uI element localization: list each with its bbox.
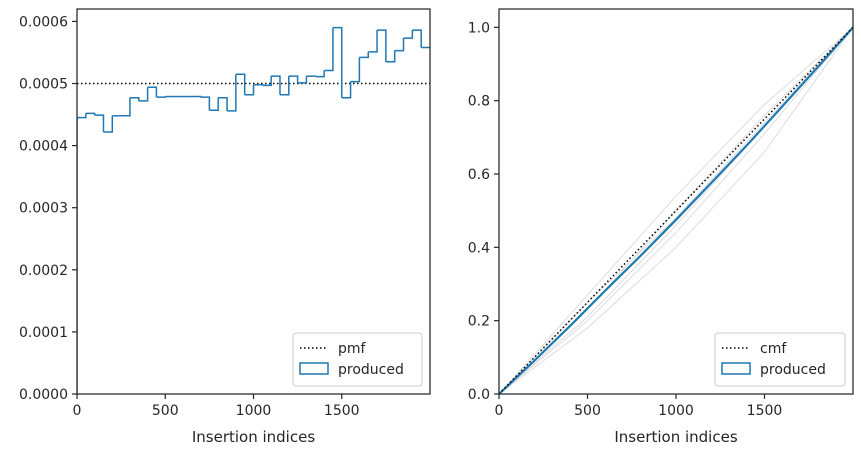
x-tick-label: 500 — [574, 403, 601, 419]
histogram-bar — [103, 115, 114, 133]
histogram-bar — [297, 76, 308, 84]
y-tick-label: 0.0006 — [19, 14, 68, 30]
histogram-bar — [288, 75, 299, 83]
y-tick-label: 0.0004 — [19, 139, 68, 155]
background-curve — [499, 27, 853, 394]
histogram-bar — [129, 97, 140, 101]
x-tick-label: 1500 — [324, 403, 360, 419]
histogram-bar — [253, 84, 264, 86]
histogram-bar — [368, 30, 378, 53]
legend-reference-label: pmf — [338, 341, 367, 357]
histogram-bar — [279, 76, 290, 96]
histogram-bar — [359, 51, 369, 59]
x-axis-label: Insertion indices — [614, 428, 737, 446]
x-tick-label: 0 — [495, 403, 504, 419]
histogram-bar — [156, 96, 166, 98]
legend-box — [714, 332, 846, 387]
y-tick-label: 0.0001 — [19, 325, 68, 341]
legend-reference-label: cmf — [760, 341, 787, 357]
cmf-reference-line — [499, 26, 853, 394]
background-curve — [499, 26, 853, 394]
x-tick-label: 1000 — [236, 403, 272, 419]
x-tick-label: 1500 — [747, 403, 783, 419]
histogram-bar — [227, 74, 237, 112]
x-axis-label: Insertion indices — [192, 428, 315, 446]
histogram-bar — [306, 75, 317, 77]
histogram-bar — [209, 97, 219, 111]
histogram-bar — [385, 50, 396, 63]
x-tick-label: 500 — [152, 403, 179, 419]
y-tick-label: 0.0002 — [19, 263, 68, 279]
x-tick-label: 1000 — [658, 403, 694, 419]
legend: pmf produced — [292, 332, 423, 387]
legend-produced-label: produced — [338, 362, 404, 378]
y-tick-label: 0.2 — [468, 314, 490, 330]
histogram-bar — [121, 97, 131, 117]
histogram-bar — [244, 84, 255, 96]
histogram-bar — [85, 112, 96, 116]
plot-area — [499, 26, 853, 394]
histogram-bar — [394, 38, 405, 52]
histogram-bar — [271, 75, 281, 95]
legend-produced-label: produced — [760, 362, 826, 378]
histogram-bar — [350, 57, 361, 83]
histogram-bar — [332, 26, 343, 98]
histogram-bar — [94, 114, 105, 132]
histogram-bar — [138, 87, 149, 102]
legend: cmf produced — [714, 332, 846, 387]
y-tick-label: 0.0003 — [19, 201, 68, 217]
histogram-bar — [191, 95, 202, 98]
histogram-bar — [324, 27, 334, 72]
background-curve — [499, 27, 853, 394]
y-tick-label: 0.0000 — [19, 387, 68, 403]
x-tick-label: 0 — [73, 403, 82, 419]
y-tick-label: 0.4 — [468, 240, 490, 256]
histogram-bar — [403, 30, 414, 39]
legend-produced-swatch — [299, 362, 329, 375]
y-tick-label: 0.0 — [468, 387, 490, 403]
legend-box — [292, 332, 423, 387]
y-tick-label: 0.6 — [468, 167, 490, 183]
y-tick-label: 0.0005 — [19, 77, 68, 93]
produced-cumulative-line — [499, 26, 853, 394]
legend-produced-swatch — [721, 362, 751, 375]
y-tick-label: 0.8 — [468, 94, 490, 110]
pmf-histogram-panel: 0 500 1000 1500 0.0000 0.0001 0.0002 0.0003 0.00… — [19, 8, 431, 446]
plot-area — [77, 26, 430, 394]
cmf-panel: 0 500 1000 1500 0.0 0.2 0.4 0.6 0.8 1.0 Insertion … — [468, 8, 854, 446]
histogram-bar — [377, 29, 387, 62]
histogram-bar — [77, 113, 87, 394]
y-tick-label: 1.0 — [468, 20, 490, 36]
histogram-bar — [341, 81, 352, 99]
histogram-bar — [412, 29, 422, 48]
histogram-bar — [262, 76, 272, 87]
histogram-bar — [315, 70, 325, 78]
histogram-bar — [200, 96, 211, 111]
histogram-bar — [147, 86, 158, 98]
histogram-bar — [218, 97, 228, 111]
histogram-bar — [235, 73, 246, 95]
